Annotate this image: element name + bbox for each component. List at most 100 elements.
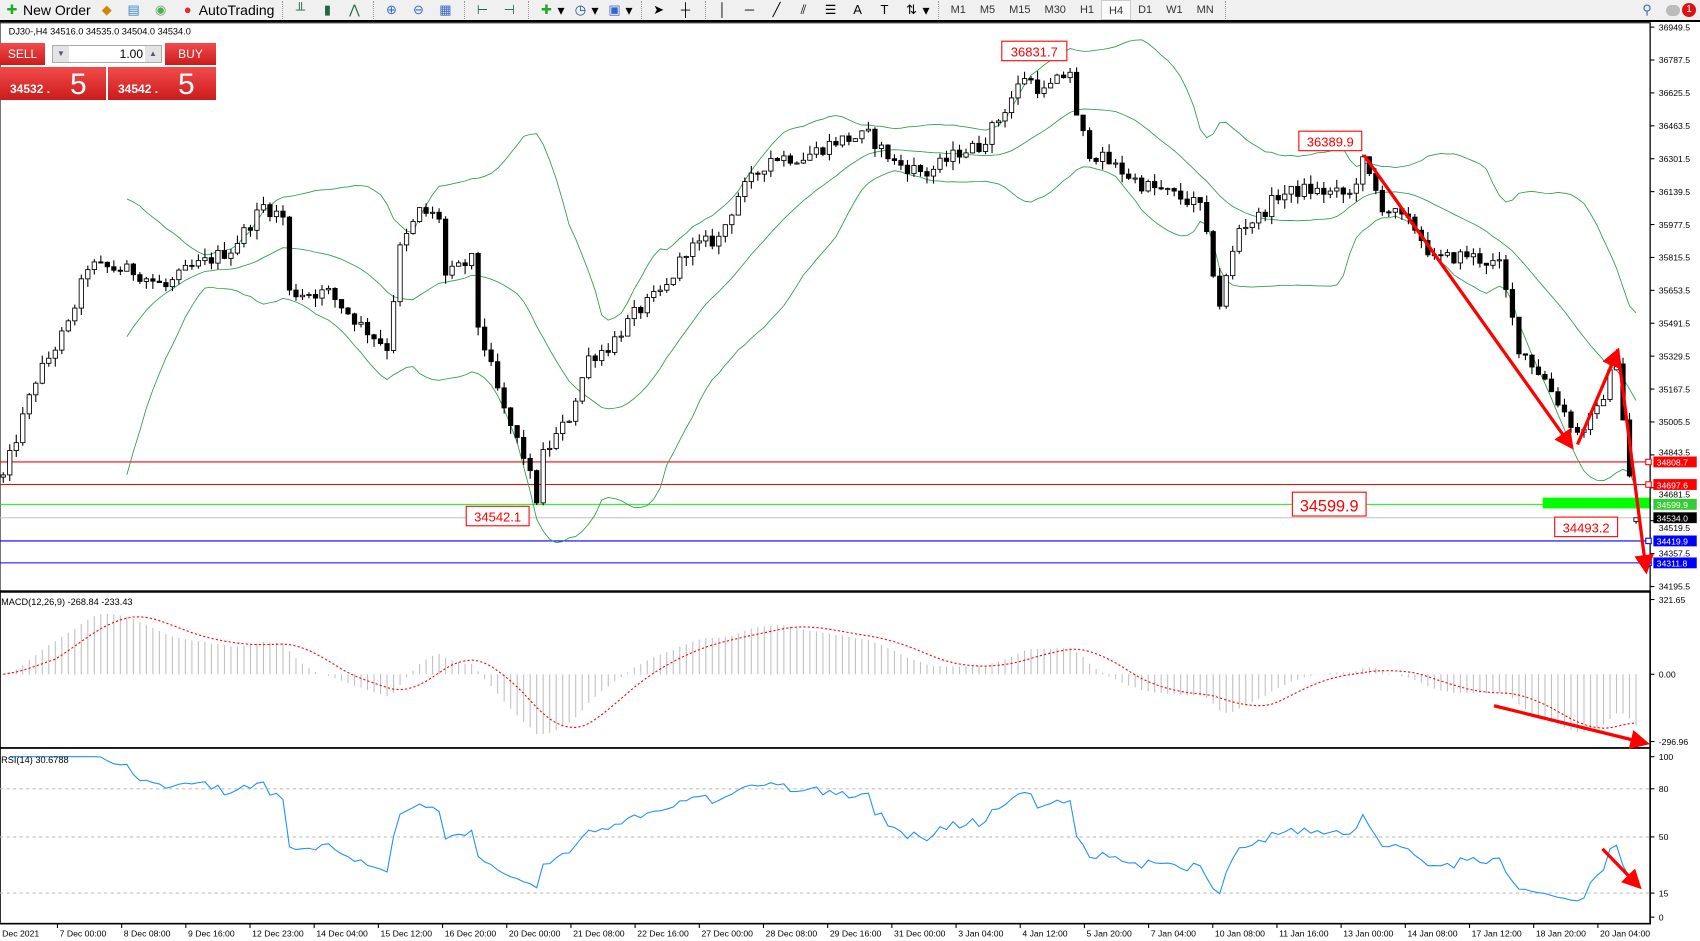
candle[interactable] (1243, 218, 1249, 236)
candle[interactable] (442, 216, 449, 284)
candle[interactable] (690, 237, 696, 266)
candle[interactable] (1600, 394, 1607, 407)
price-line-handle[interactable] (1645, 537, 1652, 545)
zoom-out-button[interactable]: ⊖ (406, 0, 433, 20)
candle[interactable] (963, 148, 969, 159)
candle[interactable] (729, 213, 735, 234)
candle[interactable] (137, 272, 143, 284)
candle[interactable] (202, 248, 208, 266)
candle[interactable] (1021, 71, 1028, 85)
candle[interactable] (761, 170, 767, 182)
candle[interactable] (1119, 155, 1125, 183)
candle[interactable] (1457, 249, 1463, 270)
candle[interactable] (208, 252, 215, 270)
arrow-macd-divergence[interactable] (1493, 704, 1650, 749)
candle[interactable] (943, 150, 950, 167)
candle[interactable] (1464, 245, 1470, 260)
candle[interactable] (579, 377, 585, 405)
candle[interactable] (846, 132, 852, 146)
arrow-down-trend[interactable] (1362, 154, 1574, 450)
candle[interactable] (1054, 73, 1060, 84)
candle[interactable] (189, 259, 195, 270)
candle[interactable] (104, 261, 110, 274)
candle[interactable] (449, 260, 455, 279)
candle[interactable] (176, 268, 182, 285)
candle[interactable] (7, 444, 13, 482)
candle[interactable] (1542, 370, 1548, 381)
candle[interactable] (221, 241, 228, 260)
candle[interactable] (1073, 67, 1080, 116)
candle[interactable] (514, 425, 520, 444)
candle[interactable] (1301, 178, 1307, 200)
candle[interactable] (898, 154, 904, 171)
candle[interactable] (1145, 179, 1151, 193)
candle[interactable] (768, 150, 774, 178)
price-annotation[interactable]: 36389.9 (1298, 130, 1363, 152)
candle[interactable] (1093, 157, 1099, 165)
candle[interactable] (377, 329, 384, 346)
candle[interactable] (1191, 191, 1197, 213)
candle[interactable] (1230, 245, 1236, 280)
candle[interactable] (1555, 387, 1561, 408)
candle[interactable] (1392, 208, 1398, 219)
candle[interactable] (560, 414, 566, 441)
candle[interactable] (410, 219, 416, 235)
candle[interactable] (781, 150, 787, 167)
candle[interactable] (182, 259, 188, 271)
highlight-zone[interactable] (1542, 497, 1651, 509)
candle[interactable] (1340, 186, 1346, 204)
candle[interactable] (534, 469, 540, 505)
candle[interactable] (345, 307, 351, 316)
candle[interactable] (1509, 282, 1516, 326)
candle[interactable] (332, 287, 338, 308)
candle[interactable] (696, 234, 702, 251)
candle[interactable] (1184, 191, 1190, 208)
autotrading-button[interactable]: ● AutoTrading (176, 0, 279, 20)
candle[interactable] (924, 167, 930, 184)
lot-increase-button[interactable]: ▲ (145, 46, 161, 62)
candle[interactable] (1106, 144, 1112, 165)
candle[interactable] (293, 283, 299, 301)
templates-button[interactable]: ▣ ▾ (608, 1, 633, 18)
candle[interactable] (319, 285, 325, 306)
candle[interactable] (1594, 400, 1600, 419)
candle[interactable] (1008, 91, 1015, 119)
candle[interactable] (573, 397, 579, 426)
candle[interactable] (501, 382, 507, 414)
price-annotation[interactable]: 34542.1 (465, 505, 530, 527)
candle[interactable] (631, 300, 637, 326)
candle[interactable] (1015, 75, 1021, 105)
price-annotation[interactable]: 36831.7 (1001, 40, 1068, 62)
candle[interactable] (995, 118, 1002, 127)
candle[interactable] (13, 434, 19, 457)
timeframe-m30[interactable]: M30 (1044, 4, 1066, 16)
candle[interactable] (111, 260, 117, 273)
candle[interactable] (325, 285, 332, 295)
candle[interactable] (1165, 187, 1171, 195)
candle[interactable] (1561, 398, 1568, 417)
candle[interactable] (664, 277, 670, 293)
candle[interactable] (813, 141, 819, 158)
trendline-button[interactable]: ╱ (765, 0, 792, 20)
candle[interactable] (625, 314, 631, 337)
candle[interactable] (976, 135, 982, 154)
candle[interactable] (1522, 353, 1529, 361)
indicators-button[interactable]: ✚ ▾ (534, 0, 568, 20)
candle[interactable] (885, 144, 891, 162)
candle[interactable] (800, 152, 806, 164)
candle[interactable] (1288, 185, 1294, 203)
candle[interactable] (1249, 221, 1255, 234)
crosshair-button[interactable]: ┼ (674, 0, 701, 20)
candle[interactable] (1139, 175, 1145, 194)
candle[interactable] (1295, 180, 1301, 204)
bar-chart-button[interactable]: ╨ (288, 0, 315, 20)
timeframe-w1[interactable]: W1 (1166, 4, 1183, 16)
candle[interactable] (280, 205, 286, 226)
candle[interactable] (495, 353, 501, 391)
candle[interactable] (657, 285, 663, 297)
candle[interactable] (1470, 248, 1477, 266)
candle[interactable] (917, 164, 924, 177)
timeframe-h4[interactable]: H4 (1101, 0, 1132, 20)
candle[interactable] (46, 351, 52, 367)
tile-windows-button[interactable]: ▦ (433, 0, 460, 20)
